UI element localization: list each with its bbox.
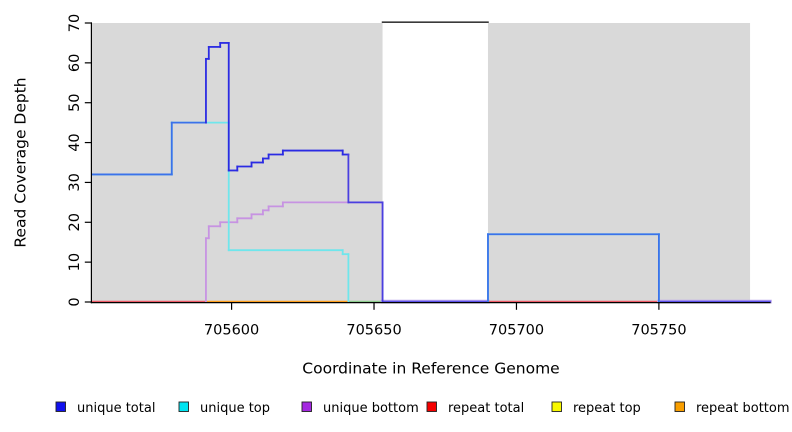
- legend-item-repeat-bottom: repeat bottom: [674, 401, 790, 416]
- y-tick-label: 20: [67, 213, 83, 231]
- plot-background-left: [92, 23, 383, 302]
- legend-label: repeat total: [448, 401, 524, 416]
- y-tick-label: 10: [67, 253, 83, 271]
- legend-label: unique top: [200, 401, 270, 416]
- legend-item-unique-top: unique top: [178, 401, 270, 416]
- y-axis-title: Read Coverage Depth: [12, 77, 30, 247]
- legend-swatch-repeat-total: [426, 401, 437, 412]
- x-tick-label: 705700: [489, 323, 544, 339]
- legend-swatch-repeat-top: [551, 401, 562, 412]
- x-tick-label: 705600: [204, 323, 259, 339]
- x-axis-title: Coordinate in Reference Genome: [302, 360, 559, 378]
- y-tick-label: 70: [67, 14, 83, 32]
- legend-label: repeat top: [573, 401, 641, 416]
- legend-label: unique bottom: [323, 401, 419, 416]
- legend-swatch-unique-top: [178, 401, 189, 412]
- plot-background-right: [487, 23, 751, 302]
- legend: unique total unique top unique bottom repea…: [55, 401, 790, 416]
- legend-item-unique-total: unique total: [55, 401, 155, 416]
- legend-swatch-repeat-bottom: [674, 401, 685, 412]
- y-tick-label: 40: [67, 133, 83, 151]
- legend-label: unique total: [77, 401, 155, 416]
- legend-swatch-unique-total: [55, 401, 66, 412]
- legend-item-repeat-top: repeat top: [551, 401, 641, 416]
- axes-layer: 0 10 20 30 40 50 60 70 705600 705650 705700 705750: [67, 14, 771, 339]
- legend-item-unique-bottom: unique bottom: [301, 401, 419, 416]
- legend-swatch-unique-bottom: [301, 401, 312, 412]
- legend-item-repeat-total: repeat total: [426, 401, 524, 416]
- y-tick-label: 0: [67, 297, 83, 306]
- legend-label: repeat bottom: [696, 401, 790, 416]
- x-tick-label: 705650: [346, 323, 401, 339]
- y-tick-label: 60: [67, 54, 83, 72]
- x-tick-label: 705750: [631, 323, 686, 339]
- plot-background-layer: [92, 21, 751, 302]
- series-layer: [91, 42, 660, 303]
- y-tick-label: 30: [67, 173, 83, 191]
- y-tick-label: 50: [67, 93, 83, 111]
